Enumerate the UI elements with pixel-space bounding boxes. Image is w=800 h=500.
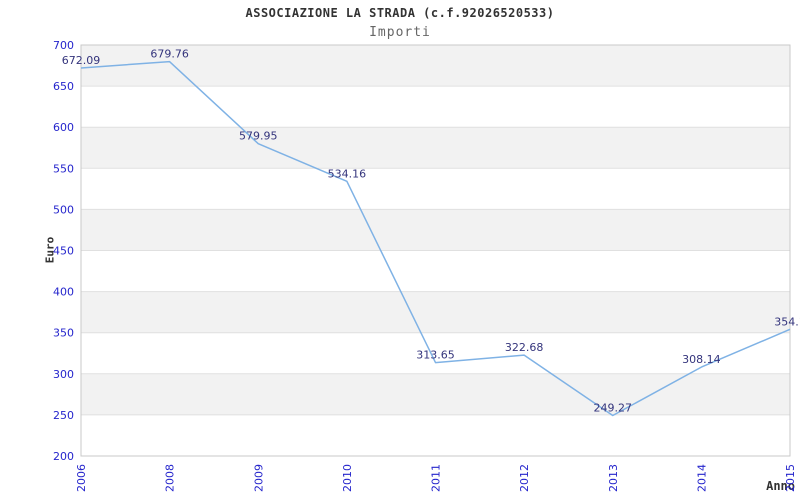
point-label: 354.1: [774, 315, 800, 328]
y-tick-label: 550: [53, 162, 74, 175]
x-tick-label: 2008: [164, 464, 177, 492]
point-label: 579.95: [239, 130, 278, 143]
y-tick-label: 200: [53, 450, 74, 463]
plot-band: [81, 127, 790, 169]
plot-band: [81, 209, 790, 251]
y-tick-label: 450: [53, 245, 74, 258]
y-tick-label: 250: [53, 409, 74, 422]
point-label: 672.09: [62, 54, 101, 67]
x-tick-label: 2011: [430, 464, 443, 492]
point-label: 249.27: [594, 402, 633, 415]
x-axis-title: Anno: [766, 479, 795, 493]
y-tick-label: 500: [53, 203, 74, 216]
x-tick-label: 2015: [784, 464, 797, 492]
chart-subtitle: Importi: [369, 25, 431, 40]
x-tick-label: 2006: [75, 464, 88, 492]
point-label: 679.76: [150, 48, 189, 61]
point-label: 308.14: [682, 353, 721, 366]
y-tick-label: 700: [53, 39, 74, 52]
point-label: 313.65: [416, 349, 455, 362]
y-tick-label: 350: [53, 327, 74, 340]
chart-title: ASSOCIAZIONE LA STRADA (c.f.92026520533): [245, 6, 555, 20]
y-tick-label: 300: [53, 368, 74, 381]
point-label: 322.68: [505, 341, 544, 354]
y-tick-label: 400: [53, 286, 74, 299]
point-label: 534.16: [328, 167, 367, 180]
plot-border: [80, 44, 791, 457]
data-line: [80, 60, 791, 417]
plot-band: [81, 291, 790, 333]
y-tick-label: 650: [53, 80, 74, 93]
plot-band: [81, 373, 790, 415]
x-tick-label: 2012: [518, 464, 531, 492]
x-tick-label: 2014: [695, 464, 708, 492]
x-tick-label: 2009: [252, 464, 265, 492]
plot-band: [81, 45, 790, 87]
x-tick-label: 2013: [607, 464, 620, 492]
x-tick-label: 2010: [341, 464, 354, 492]
y-tick-label: 600: [53, 121, 74, 134]
